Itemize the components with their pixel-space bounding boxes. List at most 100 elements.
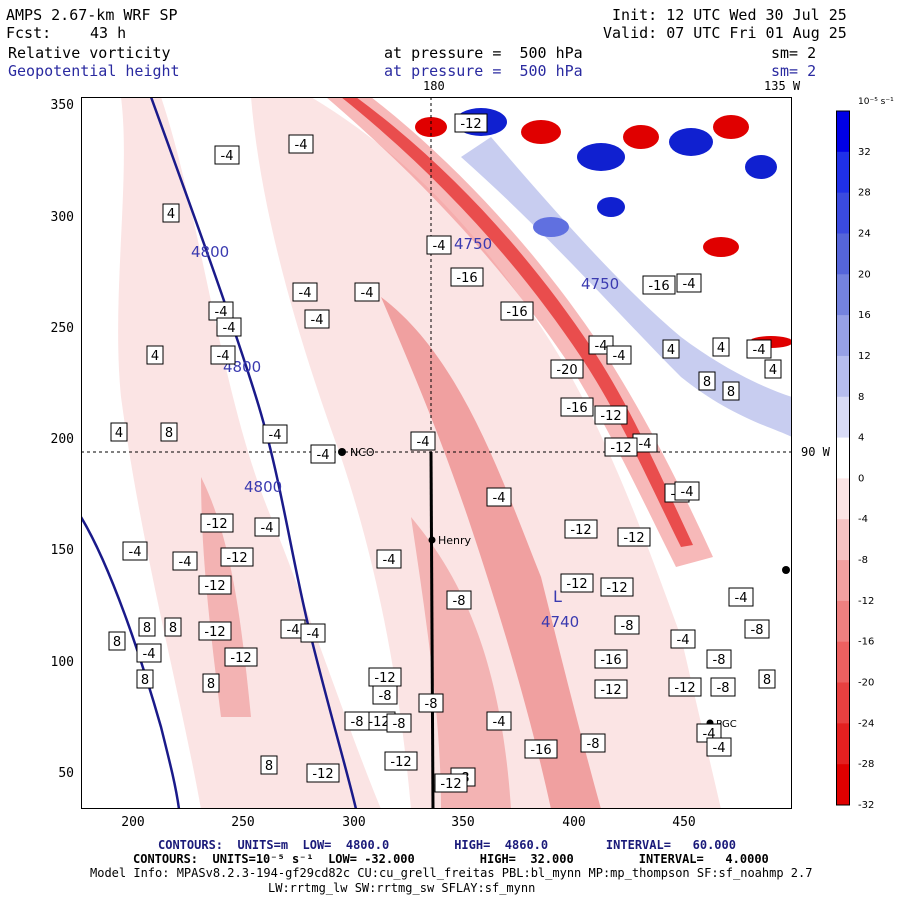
vorticity-label: 4: [717, 341, 725, 356]
colorbar-swatch: [836, 192, 850, 234]
vorticity-label: -4: [295, 138, 308, 153]
vorticity-label: -12: [440, 777, 461, 792]
colorbar-tick-label: 8: [858, 392, 864, 403]
vorticity-label: -4: [433, 239, 446, 254]
vorticity-label-box: [746, 339, 772, 359]
vorticity-label-box: [160, 422, 178, 442]
vorticity-label: -12: [312, 767, 333, 782]
vorticity-label: -8: [587, 737, 600, 752]
vorticity-label-box: [110, 422, 128, 442]
vorticity-label-box: [706, 649, 732, 669]
vorticity-label: -4: [493, 491, 506, 506]
field1-level: at pressure = 500 hPa: [384, 44, 583, 62]
station-marker-east: [782, 566, 790, 574]
model-title: AMPS 2.67-km WRF SP: [6, 6, 178, 24]
vorticity-label: -4: [311, 313, 324, 328]
vorticity-label: -16: [506, 305, 527, 320]
vorticity-label-box: [500, 301, 534, 321]
vorticity-label: -8: [453, 594, 466, 609]
colorbar-swatch: [836, 355, 850, 398]
x-tick-label: 300: [342, 815, 366, 830]
vorticity-label-box: [310, 444, 336, 464]
vorticity-label-box: [262, 424, 288, 444]
model-info: Model Info: MPASv8.2.3-194-gf29cd82c CU:…: [90, 866, 813, 880]
vorticity-label: -4: [361, 286, 374, 301]
vorticity-label-box: [594, 649, 628, 669]
x-tick-label: 400: [562, 815, 586, 830]
vorticity-label: -12: [460, 117, 481, 132]
colorbar-swatch: [836, 519, 850, 561]
vorticity-label: -12: [226, 551, 247, 566]
vorticity-label: -20: [556, 363, 577, 378]
vorticity-label-box: [304, 309, 330, 329]
vorticity-label-box: [674, 481, 700, 501]
vorticity-label-box: [344, 711, 370, 731]
colorbar-tick-label: -28: [858, 759, 874, 770]
vorticity-label: -8: [751, 623, 764, 638]
colorbar-tick-label: -4: [858, 514, 868, 525]
low-marker: L: [553, 587, 562, 606]
vorticity-label-box: [210, 345, 236, 365]
vorticity-label-box: [550, 359, 584, 379]
station-label-pgc: PGC: [716, 719, 737, 730]
vorticity-label-box: [614, 615, 640, 635]
vorticity-label: -12: [374, 671, 395, 686]
field1-name: Relative vorticity: [8, 44, 171, 62]
vorticity-label: -4: [217, 349, 230, 364]
colorbar-swatch: [836, 723, 850, 765]
vorticity-label: 8: [207, 677, 215, 692]
vorticity-label: -12: [600, 409, 621, 424]
vorticity-label: -4: [143, 647, 156, 662]
vorticity-label: 8: [763, 673, 771, 688]
colorbar-tick-label: -24: [858, 718, 874, 729]
vorticity-label: -12: [206, 517, 227, 532]
vorticity-label: -8: [425, 697, 438, 712]
vorticity-label: -4: [713, 741, 726, 756]
vorticity-label: -12: [204, 579, 225, 594]
vorticity-label: -8: [717, 681, 730, 696]
vorticity-label-box: [224, 647, 258, 667]
vorticity-label: 8: [703, 375, 711, 390]
vorticity-label: 4: [167, 207, 175, 222]
right-label-90w: 90 W: [801, 445, 830, 459]
colorbar-tick-label: 24: [858, 228, 871, 239]
vorticity-label: -16: [566, 401, 587, 416]
vorticity-fill-blue: [461, 137, 792, 437]
vorticity-label-box: [136, 643, 162, 663]
colorbar-tick-label: 28: [858, 188, 871, 199]
vorticity-label-box: [450, 267, 484, 287]
vorticity-labels: -4-44-4-4-4-4-12-4-16-16-20-4-16 -4-4-448…: [108, 113, 782, 793]
vorticity-label: -4: [753, 343, 766, 358]
vorticity-label-box: [604, 437, 638, 457]
vorticity-label: -12: [623, 531, 644, 546]
vorticity-label: 4: [115, 426, 123, 441]
vorticity-label: 8: [113, 635, 121, 650]
colorbar-swatch: [836, 111, 850, 153]
colorbar-tick-label: -32: [858, 800, 874, 809]
y-tick-label: 50: [58, 766, 74, 781]
colorbar-tick-label: 0: [858, 473, 864, 484]
vorticity-map: NCO Henry PGC 4800 4800 4800 4750 4750 L…: [81, 97, 792, 809]
vorticity-label: 8: [169, 621, 177, 636]
vorticity-label-box: [372, 685, 398, 705]
vorticity-label: 8: [143, 621, 151, 636]
vorticity-label-box: [446, 590, 472, 610]
vorticity-label: -12: [674, 681, 695, 696]
vorticity-label: -12: [390, 755, 411, 770]
vorticity-label: 4: [667, 343, 675, 358]
vorticity-label-box: [594, 405, 628, 425]
vorticity-label-box: [306, 763, 340, 783]
vorticity-fill-light-west: [118, 97, 381, 809]
vorticity-label: -4: [129, 545, 142, 560]
vorticity-label-box: [162, 203, 180, 223]
vorticity-label: -4: [417, 435, 430, 450]
colorbar-swatch: [836, 478, 850, 520]
vorticity-label: -16: [456, 271, 477, 286]
vorticity-label: -4: [261, 521, 274, 536]
vorticity-label-box: [300, 623, 326, 643]
station-marker-henry: [428, 536, 436, 544]
vorticity-label-box: [198, 621, 232, 641]
vorticity-label-box: [712, 337, 730, 357]
vorticity-label: -4: [677, 633, 690, 648]
vorticity-label: 4: [769, 363, 777, 378]
